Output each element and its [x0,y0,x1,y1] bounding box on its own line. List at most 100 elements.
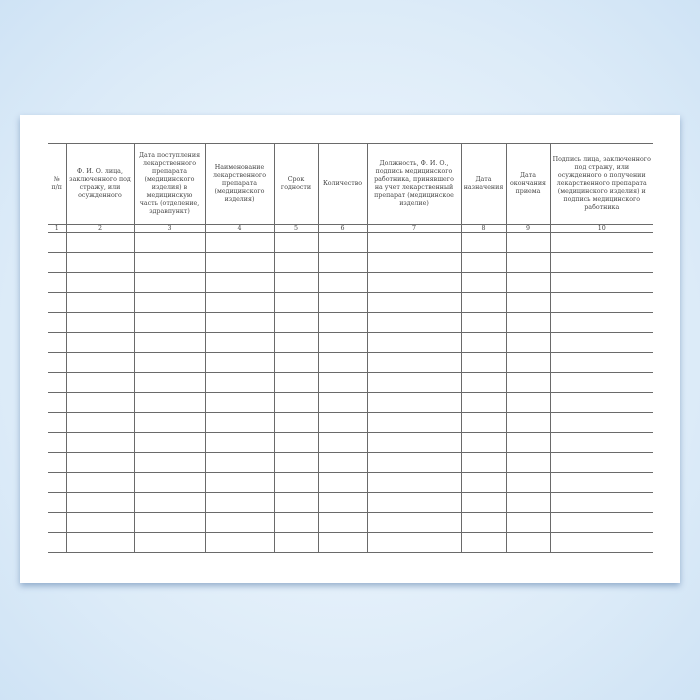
table-cell [48,472,67,493]
table-cell [133,252,206,273]
table-cell [48,372,67,393]
table-cell [133,352,206,373]
table-cell [549,352,653,373]
table-row [48,432,653,453]
column-number: 4 [204,224,275,233]
table-cell [48,532,67,553]
column-header: Должность, Ф. И. О., подпись медицинског… [366,143,462,225]
column-number: 9 [505,224,551,233]
table-cell [460,512,507,533]
table-cell [133,472,206,493]
table-cell [460,532,507,553]
table-cell [204,512,275,533]
table-cell [505,312,551,333]
table-cell [317,512,368,533]
table-cell [366,392,462,413]
table-row [48,392,653,413]
column-number: 1 [48,224,67,233]
table-cell [460,412,507,433]
table-cell [460,312,507,333]
table-cell [273,352,319,373]
table-cell [505,532,551,553]
table-cell [65,412,135,433]
table-cell [273,452,319,473]
table-cell [65,252,135,273]
table-cell [65,332,135,353]
table-row [48,232,653,253]
table-cell [317,352,368,373]
table-cell [273,232,319,253]
table-cell [505,292,551,313]
table-cell [65,352,135,373]
table-cell [204,432,275,453]
table-cell [204,472,275,493]
table-cell [549,452,653,473]
table-cell [204,452,275,473]
table-cell [317,392,368,413]
table-cell [204,372,275,393]
table-cell [505,512,551,533]
table-row [48,412,653,433]
table-cell [317,232,368,253]
table-cell [204,392,275,413]
table-cell [549,372,653,393]
column-number: 10 [549,224,653,233]
table-cell [65,372,135,393]
table-row [48,252,653,273]
table-cell [505,432,551,453]
table-cell [204,412,275,433]
table-cell [317,292,368,313]
table-cell [366,292,462,313]
table-row [48,332,653,353]
table-cell [48,492,67,513]
table-cell [48,272,67,293]
table-cell [505,472,551,493]
table-cell [549,332,653,353]
table-cell [65,292,135,313]
table-row [48,472,653,493]
column-header: Ф. И. О. лица, заключенного под стражу, … [65,143,135,225]
table-cell [273,512,319,533]
table-cell [273,412,319,433]
table-row [48,492,653,513]
table-cell [48,292,67,313]
table-cell [460,252,507,273]
table-cell [366,332,462,353]
table-cell [549,292,653,313]
table-cell [460,372,507,393]
table-cell [133,452,206,473]
table-cell [366,452,462,473]
table-cell [549,272,653,293]
table-cell [48,432,67,453]
table-row [48,372,653,393]
table-cell [273,472,319,493]
table-cell [133,372,206,393]
table-cell [366,312,462,333]
table-cell [549,472,653,493]
table-cell [460,232,507,253]
table-cell [48,252,67,273]
table-cell [204,232,275,253]
table-cell [133,272,206,293]
column-header: Дата окончания приема [505,143,551,225]
table-cell [460,452,507,473]
table-cell [273,272,319,293]
table-cell [273,252,319,273]
table-cell [48,452,67,473]
column-number: 5 [273,224,319,233]
table-cell [460,392,507,413]
table-cell [505,452,551,473]
table-row [48,352,653,373]
table-cell [273,312,319,333]
table-cell [505,492,551,513]
table-cell [549,312,653,333]
table-cell [366,252,462,273]
table-cell [366,372,462,393]
table-cell [460,492,507,513]
journal-page: № п/п Ф. И. О. лица, заключенного под стр… [20,115,680,583]
table-cell [204,272,275,293]
journal-table: № п/п Ф. И. О. лица, заключенного под стр… [48,143,653,553]
table-cell [133,512,206,533]
table-cell [505,232,551,253]
table-cell [204,292,275,313]
